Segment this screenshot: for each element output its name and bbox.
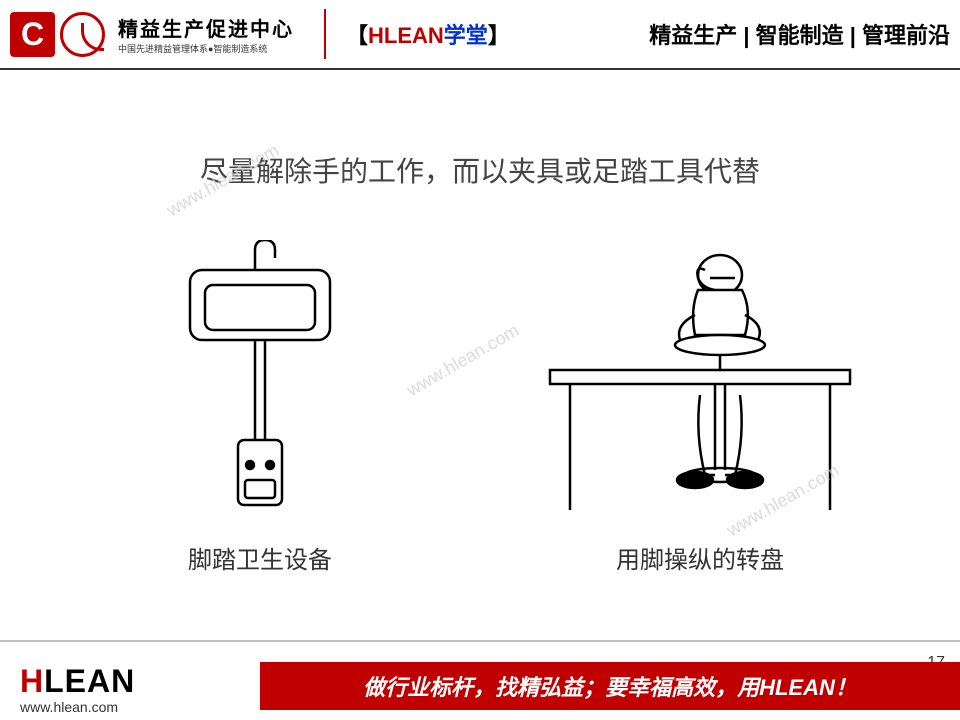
footer-content: HLEAN www.hlean.com 17 做行业标杆，找精弘益；要幸福高效，…: [0, 642, 960, 720]
figure-1: 脚踏卫生设备: [84, 240, 436, 575]
logo-sub-text: 中国先进精益管理体系●智能制造系统: [118, 42, 294, 55]
foot-turntable-icon: [540, 240, 860, 520]
brand-prefix: 【: [346, 23, 368, 48]
footer-logo: HLEAN: [0, 663, 135, 700]
footer-logo-h: H: [20, 663, 44, 699]
footer-logo-rest: LEAN: [44, 663, 135, 699]
figure-2-image: [540, 240, 860, 520]
footer: HLEAN www.hlean.com 17 做行业标杆，找精弘益；要幸福高效，…: [0, 640, 960, 720]
figure-1-caption: 脚踏卫生设备: [188, 540, 332, 575]
sink-pedal-icon: [160, 240, 360, 520]
footer-banner: 做行业标杆，找精弘益；要幸福高效，用HLEAN！: [260, 662, 960, 710]
logo-main-text: 精益生产促进中心: [118, 13, 294, 42]
content: www.hlean.com www.hlean.com www.hlean.co…: [0, 70, 960, 640]
logo-circle-icon: [60, 12, 105, 57]
header-brand: 【HLEAN学堂】: [346, 18, 510, 50]
footer-url: www.hlean.com: [20, 699, 118, 715]
figure-2: 用脚操纵的转盘: [524, 240, 876, 575]
figure-1-image: [160, 240, 360, 520]
brand-red: HLEAN: [368, 23, 444, 48]
figures-row: 脚踏卫生设备: [40, 240, 920, 575]
header-nav: 精益生产 | 智能制造 | 管理前沿: [649, 18, 950, 50]
brand-blue: 学堂: [444, 23, 488, 48]
logo-block: C 精益生产促进中心 中国先进精益管理体系●智能制造系统: [10, 12, 294, 57]
slide-title: 尽量解除手的工作，而以夹具或足踏工具代替: [40, 150, 920, 190]
header: C 精益生产促进中心 中国先进精益管理体系●智能制造系统 【HLEAN学堂】 精…: [0, 0, 960, 70]
figure-2-caption: 用脚操纵的转盘: [616, 540, 784, 575]
brand-suffix: 】: [488, 23, 510, 48]
logo-text: 精益生产促进中心 中国先进精益管理体系●智能制造系统: [118, 13, 294, 55]
header-divider: [324, 9, 326, 59]
logo-c-icon: C: [10, 12, 55, 57]
